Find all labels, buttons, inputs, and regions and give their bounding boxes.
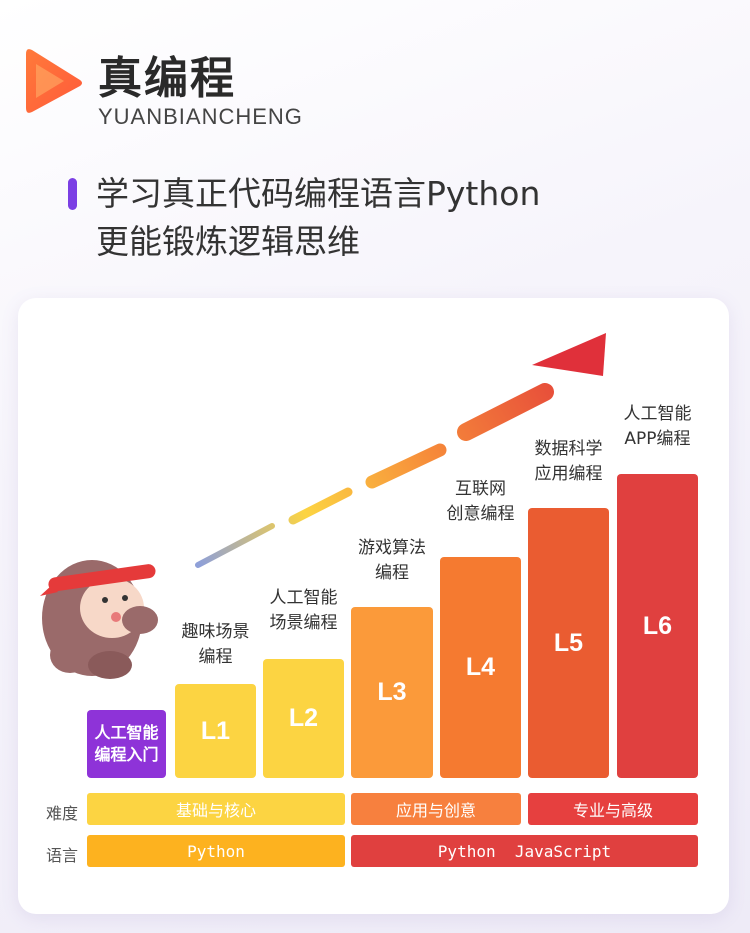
level-bar-l4: L4 xyxy=(440,557,521,778)
level-bar-l1: L1 xyxy=(175,684,256,778)
level-bar-l5: L5 xyxy=(528,508,609,778)
level-label-l5: 数据科学 应用编程 xyxy=(534,439,603,484)
headline-line-1: 学习真正代码编程语言Python xyxy=(96,174,541,213)
level-bar-l6-text: L6 xyxy=(642,611,673,640)
brand-subtitle: YUANBIANCHENG xyxy=(98,104,303,129)
language-python-javascript-pill: Python JavaScript xyxy=(351,835,698,867)
difficulty-row-label: 难度 xyxy=(46,804,79,823)
level-label-l1: 趣味场景 编程 xyxy=(181,622,250,667)
difficulty-application-pill: 应用与创意 xyxy=(351,793,521,825)
language-row-label: 语言 xyxy=(46,846,79,865)
level-label-l6: 人工智能 APP编程 xyxy=(623,404,692,449)
headline: 学习真正代码编程语言Python 更能锻炼逻辑思维 xyxy=(96,170,540,266)
level-label-l3: 游戏算法 编程 xyxy=(358,538,426,583)
headline-accent-bar xyxy=(68,178,77,210)
level-bar-l6: L6 xyxy=(617,474,698,778)
headline-line-2: 更能锻炼逻辑思维 xyxy=(96,222,360,261)
level-bar-l3: L3 xyxy=(351,607,433,778)
level-bar-l2: L2 xyxy=(263,659,344,778)
mascot-icon xyxy=(40,560,158,679)
level-label-l2: 人工智能 场景编程 xyxy=(269,588,338,633)
level-bar-intro: 人工智能 编程入门 xyxy=(87,710,166,778)
level-bar-l5-text: L5 xyxy=(553,628,584,657)
difficulty-basic-pill: 基础与核心 xyxy=(87,793,345,825)
level-bar-l2-text: L2 xyxy=(288,704,319,732)
level-bar-intro-text: 人工智能 编程入门 xyxy=(94,723,159,764)
level-bar-l4-text: L4 xyxy=(465,653,496,681)
language-python-pill: Python xyxy=(87,835,345,867)
level-bar-l3-text: L3 xyxy=(377,678,407,706)
level-bar-l1-text: L1 xyxy=(200,716,231,745)
level-label-l4: 互联网 创意编程 xyxy=(446,479,515,524)
brand-title: 真编程 xyxy=(98,53,236,104)
difficulty-professional-pill: 专业与高级 xyxy=(528,793,698,825)
logo-play-icon xyxy=(26,49,82,113)
